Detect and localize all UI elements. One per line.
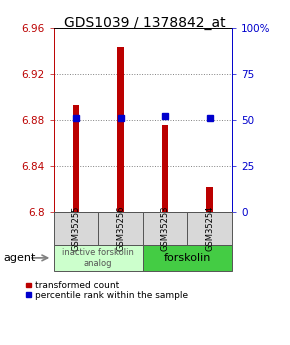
Text: transformed count: transformed count [35,281,119,290]
Text: GSM35255: GSM35255 [71,206,80,251]
Text: GSM35254: GSM35254 [205,206,214,251]
Bar [206,187,213,212]
Text: GSM35256: GSM35256 [116,206,125,251]
Bar [72,105,79,212]
Text: percentile rank within the sample: percentile rank within the sample [35,291,188,300]
Text: GDS1039 / 1378842_at: GDS1039 / 1378842_at [64,16,226,30]
Bar [162,125,168,212]
Text: agent: agent [3,253,35,263]
Text: forskolin: forskolin [164,253,211,263]
Bar [117,47,124,212]
Text: inactive forskolin
analog: inactive forskolin analog [62,248,134,268]
Text: GSM35253: GSM35253 [161,206,170,251]
